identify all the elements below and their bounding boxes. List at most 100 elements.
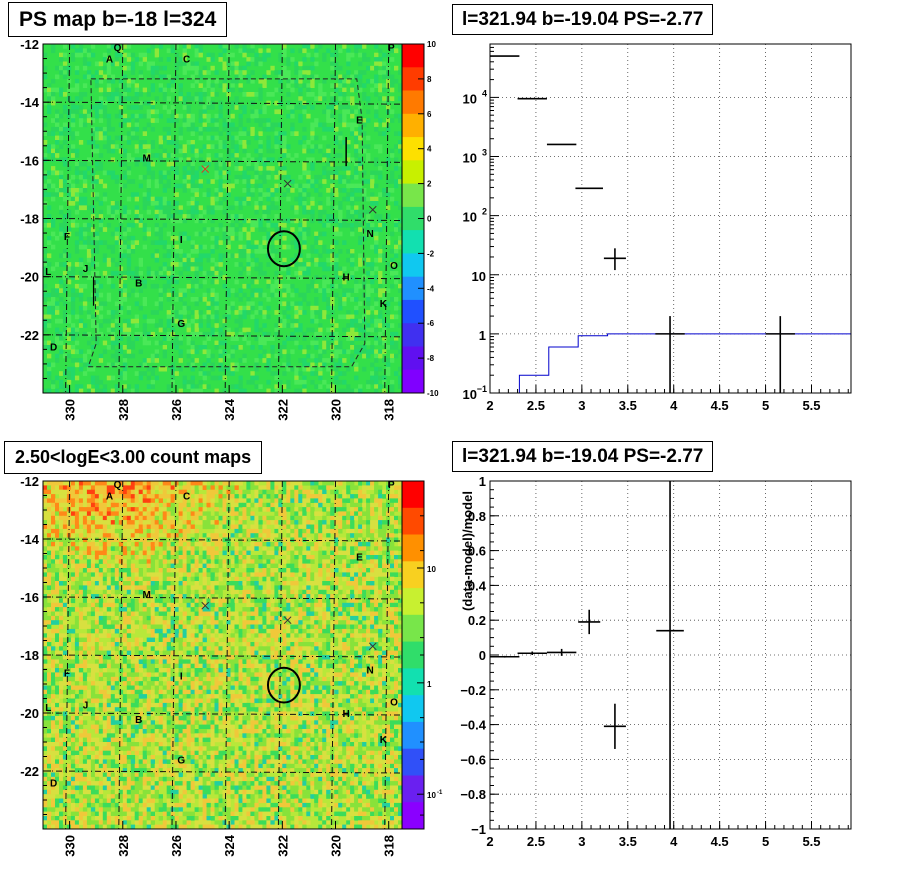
ps-map-pixel [354,144,359,149]
ps-map-pixel [270,249,275,254]
count-map-pixel [170,550,175,556]
count-map-pixel [286,563,291,569]
count-map-pixel [138,550,143,556]
ps-map-pixel [174,157,179,163]
ps-map-pixel [106,65,112,71]
ps-map-pixel [166,231,171,237]
count-map-pixel [51,511,56,516]
count-map-pixel [326,559,331,564]
count-map-pixel [110,546,116,551]
count-map-pixel [246,528,251,534]
ps-map-pixel [194,78,199,84]
count-map-pixel [110,494,116,499]
ps-map-pixel [274,144,279,149]
count-map-pixel [238,520,243,525]
ps-map-pixel [318,240,323,245]
ps-map-pixel [218,109,223,115]
count-map-pixel [47,494,52,499]
ps-map-pixel [370,222,375,228]
ps-map-pixel [270,231,275,237]
ps-map-pixel [398,366,403,372]
count-map-pixel [194,511,199,516]
ps-map-pixel [134,214,139,219]
ps-map-pixel [94,126,100,132]
ps-map-pixel [90,52,96,58]
ps-map-pixel [258,174,263,180]
ps-map-pixel [318,314,323,320]
ps-map-pixel [210,218,215,224]
count-map-pixel [278,498,283,503]
ps-map-pixel [302,126,307,132]
ps-map-pixel [130,70,136,75]
ps-map-pixel [274,270,279,276]
ps-map-pixel [55,192,60,197]
count-map-pixel [98,507,104,512]
count-map-pixel [374,498,379,503]
ps-map-pixel [238,74,243,80]
ps-map-pixel [226,126,231,132]
ps-map-pixel [43,153,48,158]
ps-map-pixel [154,118,159,123]
ps-map-pixel [174,292,179,298]
count-map-pixel [274,481,279,486]
count-map-pixel [306,559,311,564]
ps-map-pixel [142,279,147,285]
ps-map-pixel [326,170,331,176]
ps-map-pixel [74,209,80,215]
count-map-pixel [214,489,219,495]
count-map-pixel [86,494,92,499]
ps-map-pixel [298,70,303,75]
count-map-pixel [114,494,120,499]
count-map-pixel [138,537,143,543]
ps-map-pixel [74,52,80,58]
ps-map-pixel [78,122,84,128]
ps-map-pixel [234,166,239,171]
ps-map-pixel [150,109,155,115]
count-map-pixel [254,524,259,530]
ps-map-pixel [70,297,76,302]
ps-map-pixel [370,179,375,184]
ps-map-pixel [282,166,287,171]
count-map-pixel [270,515,275,521]
ps-map-pixel [378,118,383,123]
ps-map-pixel [242,140,247,145]
ps-map-pixel [238,87,243,93]
ps-map-pixel [162,96,167,101]
ps-map-pixel [386,65,391,71]
ps-map-pixel [43,157,48,163]
ps-map-pixel [350,87,355,93]
ps-map-pixel [318,44,323,49]
ps-map-pixel [198,148,203,154]
count-map-pixel [194,555,199,560]
ps-map-pixel [190,140,195,145]
ps-map-pixel [338,349,343,355]
ps-map-pixel [78,366,84,372]
ps-map-pixel [178,323,183,328]
ps-map-pixel [190,379,195,385]
ps-map-pixel [266,305,271,311]
count-map-pixel [198,541,203,547]
ps-map-pixel [218,44,223,49]
ps-map-pixel [43,100,48,106]
count-map-pixel [286,498,291,503]
ps-map-pixel [198,231,203,237]
ps-map-pixel [310,131,315,136]
ps-map-pixel [322,92,327,97]
count-map-pixel [294,520,299,525]
count-map-pixel [366,507,371,512]
count-map-pixel [190,524,195,530]
ps-map-pixel [366,157,371,163]
count-map-pixel [298,524,303,530]
ps-map-pixel [59,144,64,149]
ps-map-pixel [214,310,219,315]
count-map-pixel [82,489,88,495]
ps-map-pixel [94,288,100,293]
count-map-pixel [346,481,351,486]
ps-map-pixel [258,92,263,97]
ps-map-pixel [206,96,211,101]
ps-map-pixel [222,227,227,232]
ps-map-source-label: B [135,278,142,289]
count-map-pixel [202,494,207,499]
ps-map-pixel [94,113,100,119]
ps-map-pixel [162,349,167,355]
